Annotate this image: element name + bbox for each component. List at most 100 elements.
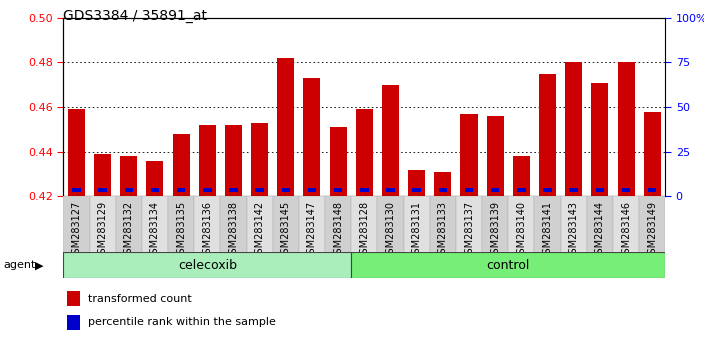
Text: GSM283143: GSM283143 bbox=[569, 201, 579, 260]
Bar bbox=[303, 78, 320, 196]
Text: GSM283136: GSM283136 bbox=[202, 201, 213, 260]
Text: GSM283147: GSM283147 bbox=[307, 201, 317, 260]
Bar bbox=[565, 62, 582, 196]
Text: celecoxib: celecoxib bbox=[178, 259, 237, 272]
Text: GSM283148: GSM283148 bbox=[333, 201, 343, 260]
Bar bbox=[256, 188, 264, 193]
Text: GSM283146: GSM283146 bbox=[621, 201, 631, 260]
Bar bbox=[356, 109, 373, 196]
Bar bbox=[94, 154, 111, 196]
Bar bbox=[73, 188, 81, 193]
Bar bbox=[246, 196, 272, 253]
Bar bbox=[251, 123, 268, 196]
Bar bbox=[622, 188, 630, 193]
Bar bbox=[277, 58, 294, 196]
Text: GSM283131: GSM283131 bbox=[412, 201, 422, 260]
Text: GSM283133: GSM283133 bbox=[438, 201, 448, 260]
Text: GSM283139: GSM283139 bbox=[490, 201, 500, 260]
Bar bbox=[570, 188, 578, 193]
Bar bbox=[329, 127, 346, 196]
Bar bbox=[142, 196, 168, 253]
Bar bbox=[151, 188, 159, 193]
Bar bbox=[460, 114, 477, 196]
Text: ▶: ▶ bbox=[35, 261, 44, 270]
Bar bbox=[596, 188, 604, 193]
Text: GSM283129: GSM283129 bbox=[98, 201, 108, 260]
Bar bbox=[334, 188, 342, 193]
Bar bbox=[639, 196, 665, 253]
Bar bbox=[648, 188, 656, 193]
Bar bbox=[230, 188, 238, 193]
Text: GSM283137: GSM283137 bbox=[464, 201, 474, 260]
Bar bbox=[386, 188, 395, 193]
Bar bbox=[482, 196, 508, 253]
Bar bbox=[403, 196, 429, 253]
Text: GSM283141: GSM283141 bbox=[543, 201, 553, 260]
Bar bbox=[382, 85, 399, 196]
Bar bbox=[203, 188, 211, 193]
Text: GDS3384 / 35891_at: GDS3384 / 35891_at bbox=[63, 9, 208, 23]
Bar bbox=[377, 196, 403, 253]
Text: GSM283134: GSM283134 bbox=[150, 201, 160, 260]
Bar bbox=[517, 188, 526, 193]
Bar bbox=[199, 125, 216, 196]
Text: agent: agent bbox=[4, 261, 36, 270]
Bar bbox=[168, 196, 194, 253]
Bar bbox=[456, 196, 482, 253]
Bar bbox=[120, 156, 137, 196]
Text: GSM283132: GSM283132 bbox=[124, 201, 134, 260]
Text: transformed count: transformed count bbox=[88, 294, 191, 304]
Bar bbox=[272, 196, 299, 253]
Bar bbox=[299, 196, 325, 253]
Bar bbox=[643, 112, 660, 196]
Bar bbox=[99, 188, 107, 193]
Bar bbox=[539, 74, 556, 196]
Bar bbox=[360, 188, 369, 193]
Bar bbox=[89, 196, 115, 253]
Bar bbox=[194, 196, 220, 253]
Bar bbox=[439, 188, 447, 193]
Bar bbox=[351, 196, 377, 253]
Bar bbox=[172, 134, 189, 196]
Bar bbox=[225, 125, 242, 196]
Bar bbox=[125, 188, 133, 193]
Bar bbox=[282, 188, 290, 193]
Text: GSM283142: GSM283142 bbox=[255, 201, 265, 260]
Text: GSM283149: GSM283149 bbox=[647, 201, 658, 260]
Bar bbox=[434, 172, 451, 196]
Bar bbox=[534, 196, 560, 253]
Bar bbox=[465, 188, 473, 193]
Text: GSM283127: GSM283127 bbox=[71, 201, 82, 260]
Bar bbox=[63, 196, 89, 253]
Bar bbox=[63, 252, 351, 278]
Text: control: control bbox=[486, 259, 530, 272]
Bar bbox=[351, 252, 665, 278]
Bar bbox=[177, 188, 185, 193]
Bar bbox=[220, 196, 246, 253]
Text: GSM283140: GSM283140 bbox=[516, 201, 527, 260]
Text: GSM283138: GSM283138 bbox=[229, 201, 239, 260]
Bar bbox=[308, 188, 316, 193]
Bar bbox=[491, 188, 499, 193]
Text: GSM283144: GSM283144 bbox=[595, 201, 605, 260]
Bar bbox=[508, 196, 534, 253]
Bar bbox=[513, 156, 530, 196]
Bar bbox=[486, 116, 503, 196]
Bar bbox=[543, 188, 552, 193]
Bar bbox=[408, 170, 425, 196]
Bar bbox=[146, 161, 163, 196]
Bar bbox=[115, 196, 142, 253]
Text: GSM283130: GSM283130 bbox=[386, 201, 396, 260]
Text: GSM283128: GSM283128 bbox=[359, 201, 370, 260]
Text: GSM283135: GSM283135 bbox=[176, 201, 186, 260]
Text: percentile rank within the sample: percentile rank within the sample bbox=[88, 318, 276, 327]
Text: GSM283145: GSM283145 bbox=[281, 201, 291, 260]
Bar bbox=[613, 196, 639, 253]
Bar bbox=[325, 196, 351, 253]
Bar bbox=[68, 109, 85, 196]
Bar bbox=[586, 196, 613, 253]
Bar bbox=[560, 196, 586, 253]
Bar bbox=[617, 62, 634, 196]
Bar bbox=[591, 82, 608, 196]
Bar bbox=[429, 196, 456, 253]
